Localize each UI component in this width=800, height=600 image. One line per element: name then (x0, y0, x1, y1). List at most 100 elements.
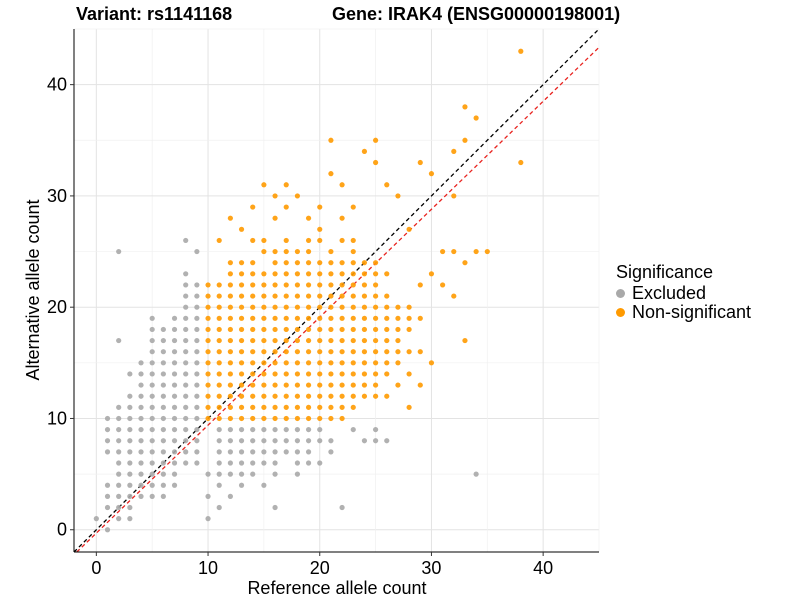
data-point-non-significant (205, 360, 211, 366)
data-point-excluded (171, 415, 178, 422)
data-point-excluded (183, 460, 189, 466)
data-point-non-significant (261, 248, 267, 255)
data-point-non-significant (350, 204, 356, 210)
data-point-non-significant (283, 393, 289, 399)
data-point-non-significant (227, 282, 233, 288)
data-point-excluded (227, 426, 233, 433)
data-point-non-significant (384, 360, 390, 366)
data-point-non-significant (339, 382, 345, 388)
data-point-non-significant (294, 260, 301, 266)
data-point-excluded (93, 516, 99, 522)
data-point-non-significant (205, 282, 211, 288)
data-point-non-significant (238, 326, 245, 333)
data-point-excluded (171, 449, 178, 455)
data-point-excluded (227, 471, 233, 477)
data-point-non-significant (317, 349, 323, 355)
data-point-non-significant (395, 337, 401, 344)
data-point-excluded (384, 438, 390, 444)
data-point-non-significant (227, 415, 233, 422)
data-point-non-significant (272, 393, 278, 399)
data-point-excluded (183, 237, 189, 244)
data-point-excluded (160, 438, 166, 444)
data-point-non-significant (473, 248, 479, 255)
data-point-excluded (160, 460, 166, 466)
data-point-non-significant (406, 371, 412, 377)
data-point-non-significant (372, 371, 379, 377)
data-point-non-significant (305, 326, 312, 333)
data-point-excluded (183, 426, 189, 433)
data-point-non-significant (216, 371, 222, 377)
data-point-non-significant (328, 293, 334, 299)
data-point-non-significant (283, 371, 289, 377)
data-point-non-significant (272, 326, 278, 333)
data-point-non-significant (350, 337, 356, 344)
data-point-non-significant (361, 326, 368, 333)
data-point-excluded (116, 426, 122, 433)
data-point-excluded (183, 449, 189, 455)
data-point-excluded (116, 460, 122, 466)
data-point-excluded (104, 438, 111, 444)
data-point-non-significant (317, 326, 323, 333)
data-point-excluded (149, 337, 155, 344)
data-point-non-significant (361, 360, 368, 366)
y-tick-label: 0 (57, 520, 67, 540)
y-axis-label: Alternative allele count (23, 199, 43, 380)
data-point-non-significant (317, 204, 323, 210)
data-point-non-significant (350, 248, 356, 255)
data-point-excluded (238, 438, 245, 444)
data-point-non-significant (317, 226, 323, 232)
data-point-non-significant (227, 371, 233, 377)
data-point-excluded (305, 426, 312, 433)
data-point-non-significant (328, 326, 334, 333)
data-point-excluded (183, 271, 189, 277)
data-point-excluded (104, 493, 111, 499)
data-point-non-significant (372, 315, 379, 321)
data-point-excluded (149, 360, 155, 366)
data-point-non-significant (238, 382, 245, 388)
data-point-excluded (149, 315, 155, 321)
data-point-non-significant (395, 326, 401, 333)
data-point-non-significant (261, 349, 267, 355)
data-point-non-significant (328, 349, 334, 355)
data-point-excluded (160, 393, 166, 399)
data-point-non-significant (283, 248, 289, 255)
data-point-non-significant (250, 371, 256, 377)
data-point-non-significant (261, 293, 267, 299)
data-point-excluded (194, 315, 200, 321)
data-point-non-significant (294, 282, 301, 288)
data-point-non-significant (261, 182, 267, 188)
data-point-non-significant (317, 282, 323, 288)
data-point-non-significant (350, 371, 356, 377)
data-point-non-significant (372, 260, 379, 266)
data-point-non-significant (440, 282, 446, 288)
data-point-non-significant (406, 315, 412, 321)
data-point-excluded (138, 360, 144, 366)
data-point-non-significant (428, 360, 435, 366)
data-point-non-significant (272, 349, 278, 355)
data-point-non-significant (216, 326, 222, 333)
data-point-non-significant (328, 248, 334, 255)
data-point-non-significant (361, 148, 368, 155)
data-point-non-significant (205, 349, 211, 355)
data-point-non-significant (261, 326, 267, 333)
data-point-non-significant (317, 293, 323, 299)
data-point-non-significant (451, 293, 457, 299)
data-point-excluded (127, 460, 133, 466)
x-tick-label: 0 (91, 558, 101, 578)
data-point-non-significant (216, 393, 222, 399)
data-point-non-significant (294, 193, 301, 199)
chart-title-gene: Gene: IRAK4 (ENSG00000198001) (332, 4, 621, 24)
data-point-excluded (216, 471, 222, 477)
reference-lines (73, 28, 600, 553)
data-point-non-significant (305, 393, 312, 399)
data-point-excluded (294, 471, 301, 477)
data-point-excluded (238, 460, 245, 466)
data-point-non-significant (384, 304, 390, 310)
data-point-non-significant (227, 271, 233, 277)
data-point-non-significant (216, 293, 222, 299)
data-point-non-significant (272, 193, 278, 199)
data-point-non-significant (384, 315, 390, 321)
data-point-non-significant (261, 237, 267, 244)
data-point-non-significant (227, 404, 233, 410)
data-point-non-significant (250, 337, 256, 344)
